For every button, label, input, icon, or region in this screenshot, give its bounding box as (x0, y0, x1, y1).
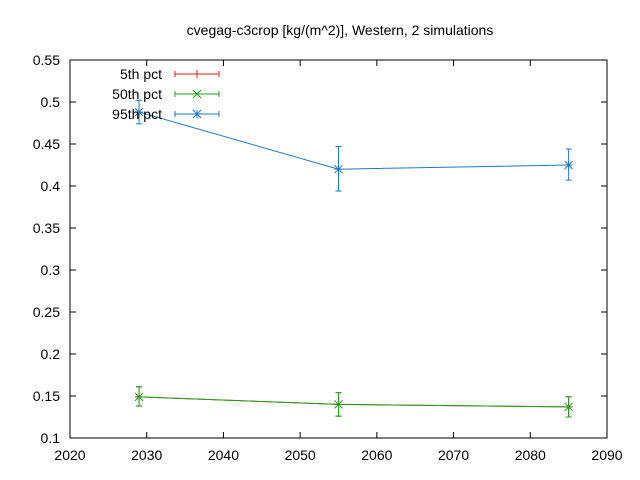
marker-stroke (134, 392, 144, 402)
x-tick-label: 2040 (208, 447, 239, 463)
data-point (564, 160, 573, 170)
y-tick-label: 0.55 (33, 52, 60, 68)
marker-stroke (334, 164, 343, 174)
marker-stroke (192, 109, 202, 119)
y-tick-label: 0.35 (33, 220, 60, 236)
legend-label: 95th pct (112, 106, 162, 122)
x-tick-label: 2090 (591, 447, 622, 463)
data-point (134, 107, 144, 117)
series-layer (134, 99, 573, 418)
y-tick-label: 0.4 (41, 178, 61, 194)
marker-stroke (134, 107, 144, 117)
legend-item: 95th pct (112, 106, 220, 122)
y-tick-label: 0.1 (41, 430, 61, 446)
plot-frame (69, 59, 608, 439)
series-1 (135, 386, 573, 418)
y-tick-label: 0.15 (33, 388, 60, 404)
legend-label: 50th pct (112, 86, 162, 102)
marker-stroke (564, 160, 573, 170)
x-tick-label: 2030 (131, 447, 162, 463)
y-tick-label: 0.3 (41, 262, 61, 278)
series-line (138, 111, 569, 170)
marker-stroke (564, 402, 573, 412)
data-point (334, 400, 343, 409)
data-point (564, 402, 573, 412)
y-tick-label: 0.2 (41, 346, 61, 362)
x-tick-label: 2020 (54, 447, 85, 463)
legend: 5th pct 50th pct 95th pct (112, 66, 220, 122)
series-2 (134, 386, 573, 418)
legend-marker (193, 70, 201, 78)
axes: 2020 2030 2040 2050 2060 2070 2080 2090 0.1 0.15 0… (33, 52, 623, 463)
data-point (134, 392, 144, 402)
chart-title: cvegag-c3crop [kg/(m^2)], Western, 2 sim… (187, 22, 494, 38)
data-point (334, 164, 343, 174)
x-tick-label: 2050 (285, 447, 316, 463)
legend-marker (192, 109, 202, 119)
legend-item: 5th pct (120, 66, 220, 82)
series-3 (134, 99, 573, 192)
y-tick-label: 0.5 (41, 94, 61, 110)
x-tick-label: 2070 (438, 447, 469, 463)
legend-label: 5th pct (120, 66, 162, 82)
marker-stroke (192, 89, 202, 99)
x-tick-label: 2060 (361, 447, 392, 463)
legend-marker (192, 89, 202, 99)
legend-item: 50th pct (112, 86, 220, 102)
x-tick-label: 2080 (515, 447, 546, 463)
series-line (139, 396, 569, 408)
marker-stroke (334, 400, 343, 409)
y-tick-label: 0.25 (33, 304, 60, 320)
y-tick-label: 0.45 (33, 136, 60, 152)
series-line (139, 396, 569, 408)
